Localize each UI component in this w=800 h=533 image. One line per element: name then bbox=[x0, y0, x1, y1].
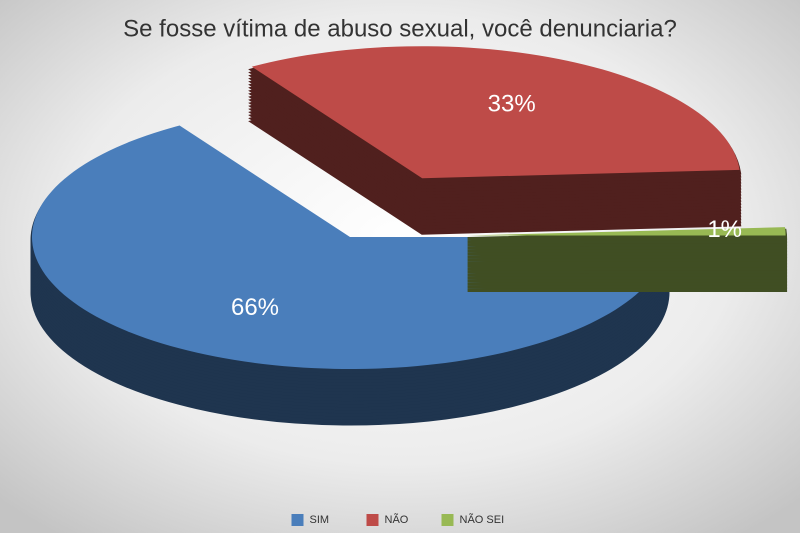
legend-swatch bbox=[366, 514, 379, 526]
legend-label: NÃO SEI bbox=[460, 513, 505, 526]
slice-label: 33% bbox=[488, 91, 536, 118]
legend-swatch bbox=[441, 514, 454, 526]
legend-label: SIM bbox=[310, 514, 330, 526]
pie-slice bbox=[251, 46, 740, 179]
pie-slice bbox=[467, 227, 786, 236]
chart-title: Se fosse vítima de abuso sexual, você de… bbox=[123, 15, 677, 42]
slice-label: 66% bbox=[231, 294, 279, 321]
pie-slice bbox=[31, 125, 668, 370]
legend-label: NÃO bbox=[385, 513, 409, 526]
legend-swatch bbox=[291, 514, 304, 526]
slice-label: 1% bbox=[707, 216, 742, 243]
